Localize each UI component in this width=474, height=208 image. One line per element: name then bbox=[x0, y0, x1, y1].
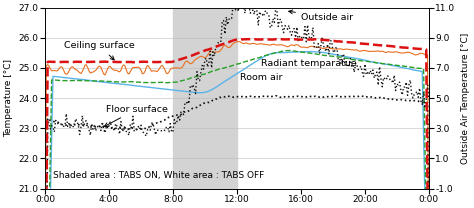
Text: Ceiling surface: Ceiling surface bbox=[64, 41, 135, 60]
Y-axis label: Temperature [°C]: Temperature [°C] bbox=[4, 59, 13, 137]
Text: Outside air: Outside air bbox=[289, 10, 353, 22]
Y-axis label: Outside Air Temperature [°C]: Outside Air Temperature [°C] bbox=[461, 32, 470, 164]
Bar bbox=[173, 8, 237, 189]
Text: Radiant temparatue: Radiant temparatue bbox=[261, 59, 356, 68]
Text: Floor surface: Floor surface bbox=[104, 105, 168, 126]
Text: Shaded area : TABS ON, White area : TABS OFF: Shaded area : TABS ON, White area : TABS… bbox=[53, 171, 264, 180]
Text: Room air: Room air bbox=[240, 73, 283, 82]
